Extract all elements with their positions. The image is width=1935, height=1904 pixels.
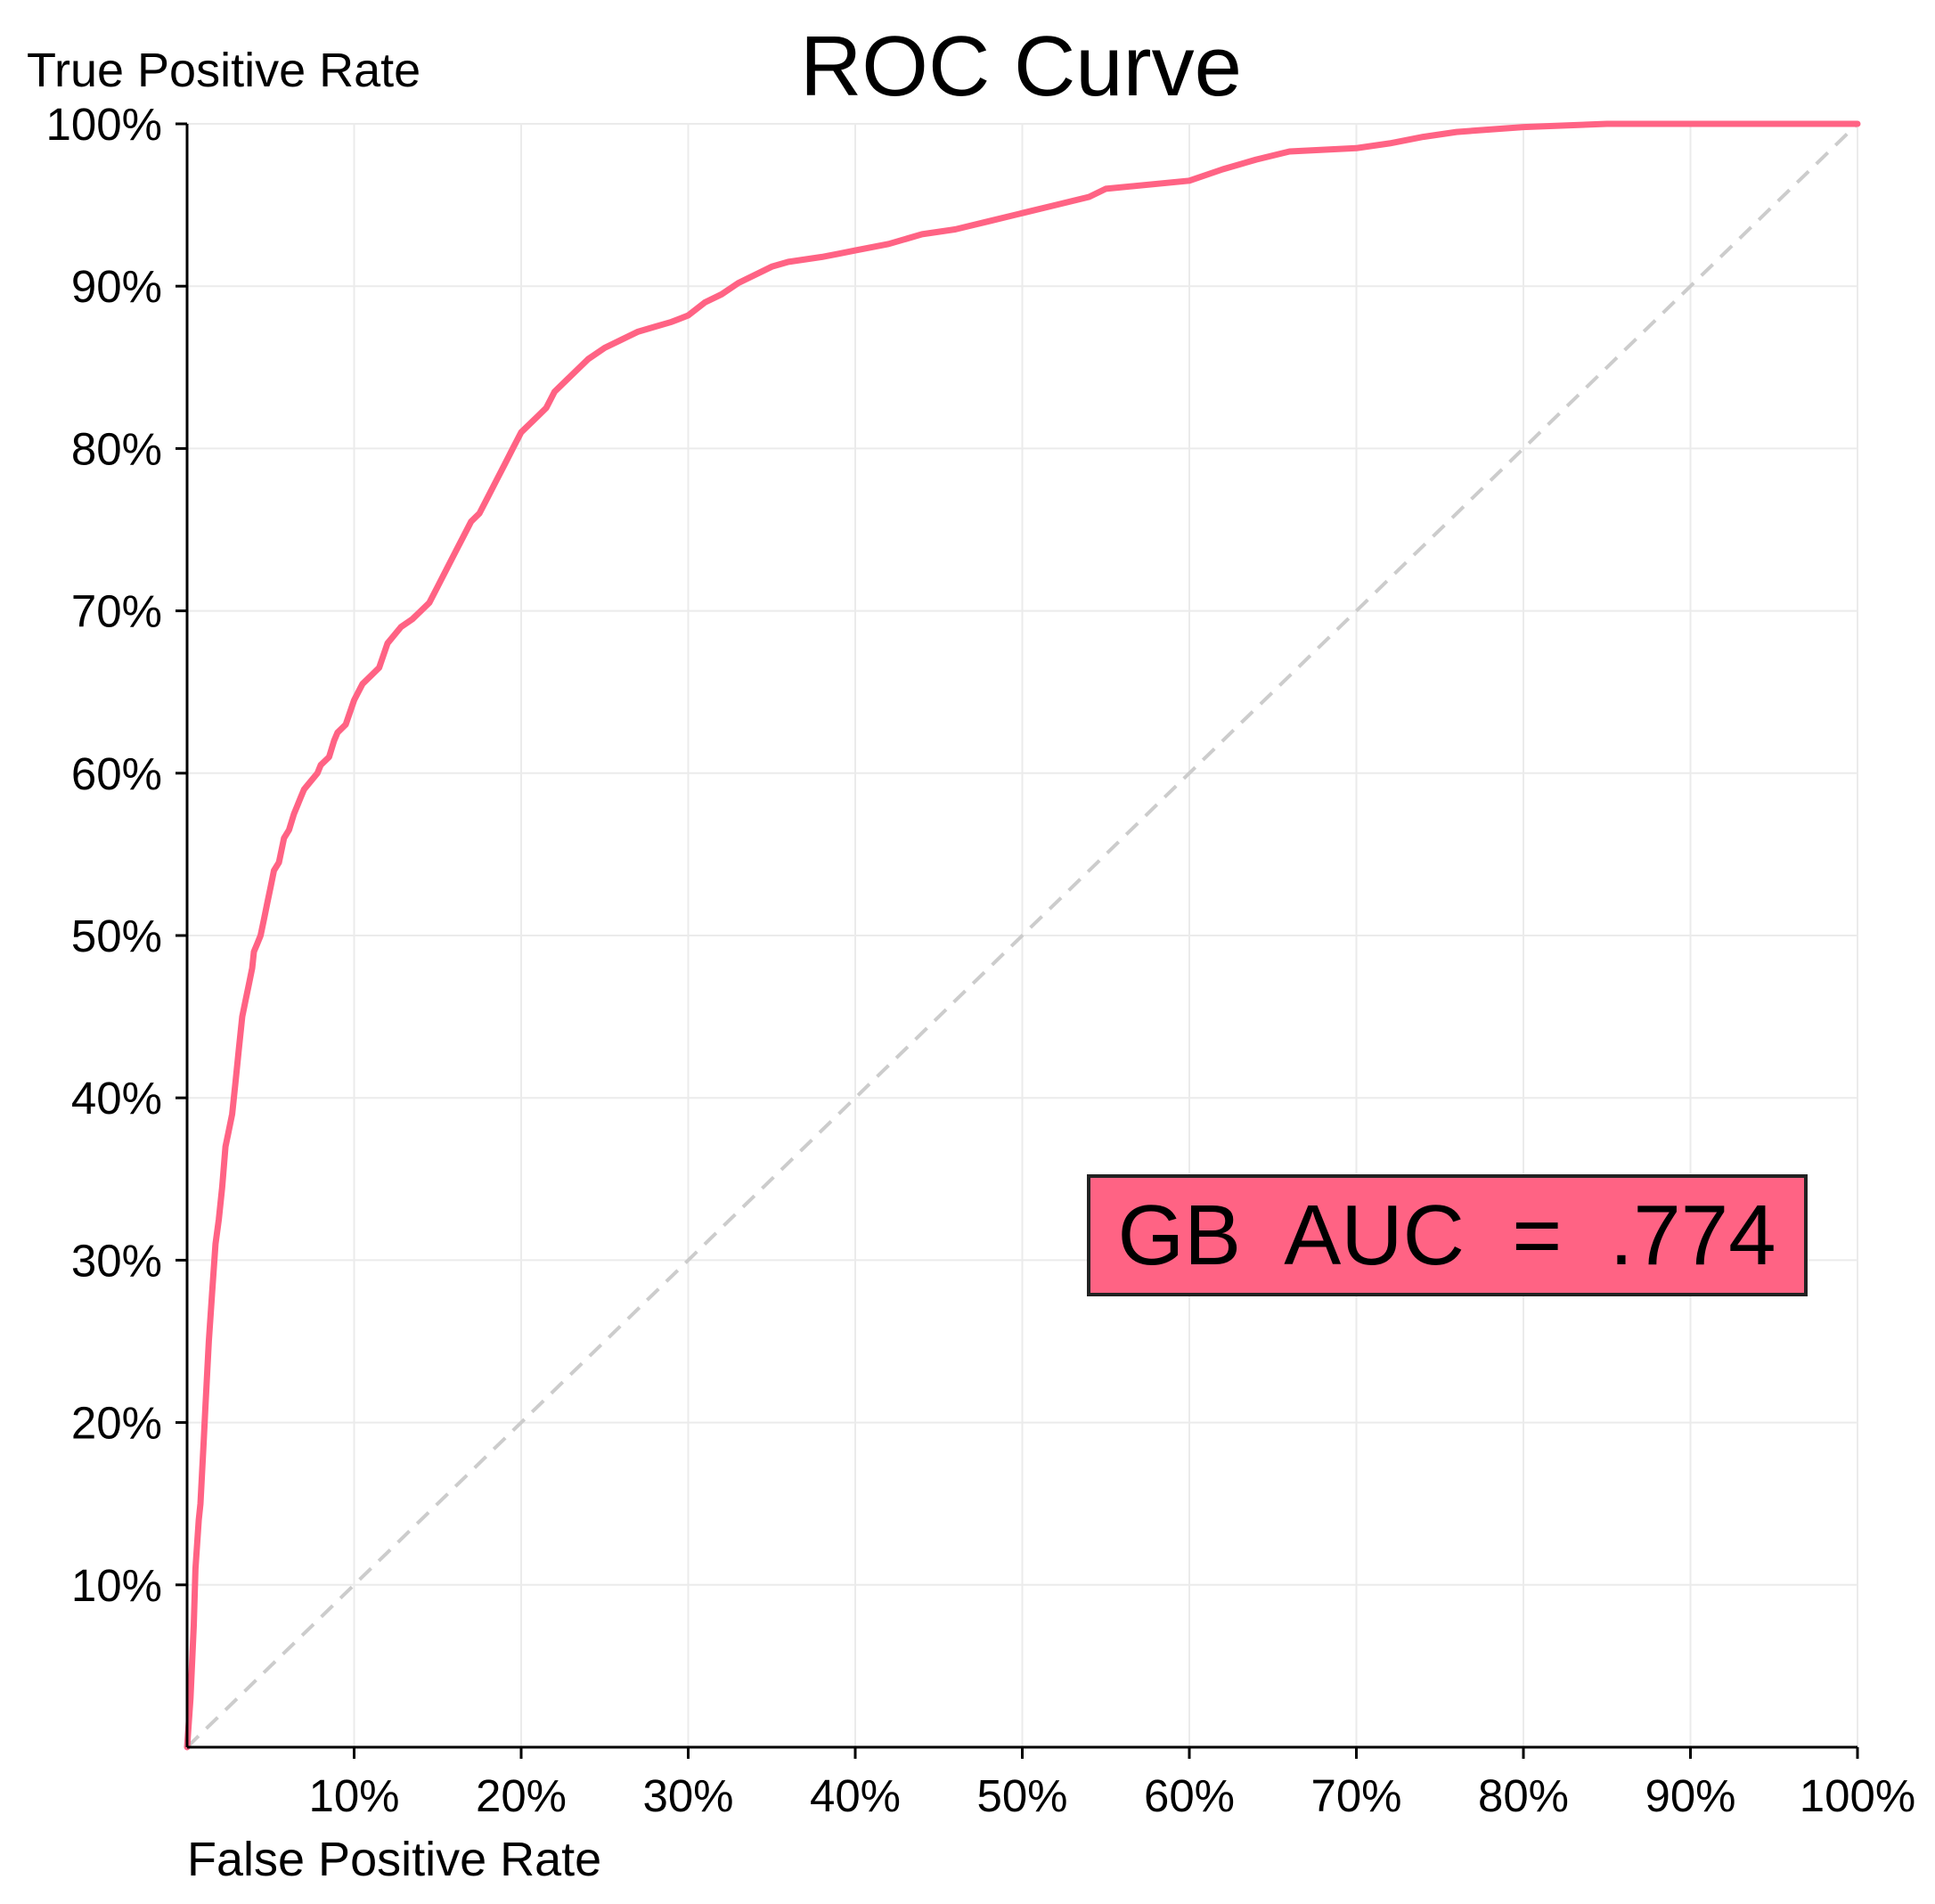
x-tick-label: 50% [976,1770,1067,1821]
x-tick-label: 10% [308,1770,399,1821]
x-tick-label: 20% [476,1770,567,1821]
x-tick-label: 70% [1310,1770,1401,1821]
y-axis-label: True Positive Rate [27,44,420,97]
x-tick-label: 60% [1144,1770,1235,1821]
y-tick-label: 20% [71,1398,162,1449]
y-axis-ticks: 10% 20% 30% 40% 50% 60% 70% 80% 90% 100% [46,99,187,1611]
y-tick-label: 50% [71,911,162,961]
auc-annotation: GB AUC = .774 [1087,1174,1808,1296]
auc-annotation-text: GB AUC = .774 [1117,1188,1776,1283]
y-tick-label: 70% [71,586,162,637]
reference-diagonal-line [185,122,1859,1749]
y-tick-label: 30% [71,1235,162,1286]
x-tick-label: 90% [1645,1770,1735,1821]
y-tick-label: 60% [71,748,162,799]
auc-annotation-box [1087,1174,1808,1296]
chart-title: ROC Curve [800,19,1242,114]
x-axis-label: False Positive Rate [187,1833,601,1886]
x-tick-label: 80% [1478,1770,1569,1821]
y-tick-label: 80% [71,423,162,474]
y-tick-label: 100% [46,99,162,150]
x-tick-label: 30% [642,1770,733,1821]
roc-curve-line [184,120,1861,1751]
y-tick-label: 10% [71,1560,162,1611]
y-tick-label: 40% [71,1073,162,1124]
x-tick-label: 40% [810,1770,901,1821]
x-axis-ticks: 10% 20% 30% 40% 50% 60% 70% 80% 90% 100% [308,1747,1915,1821]
y-tick-label: 90% [71,261,162,312]
x-tick-label: 100% [1800,1770,1915,1821]
